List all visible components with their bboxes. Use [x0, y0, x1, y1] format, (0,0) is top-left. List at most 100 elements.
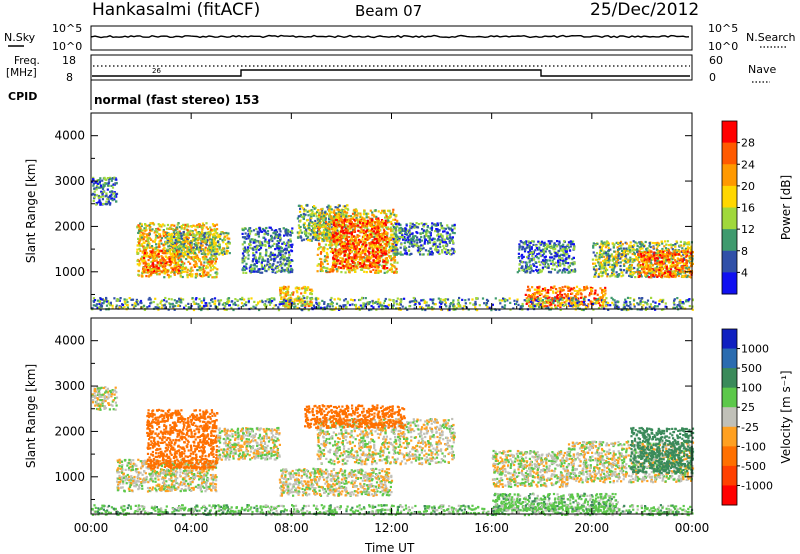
data-cell — [363, 218, 366, 221]
data-cell — [361, 266, 364, 269]
data-cell — [247, 254, 250, 257]
data-cell — [596, 293, 599, 296]
data-cell — [421, 231, 424, 235]
data-cell — [283, 258, 286, 261]
data-cell — [270, 235, 274, 238]
data-cell — [311, 221, 314, 224]
data-cell — [375, 261, 378, 264]
data-cell — [268, 266, 271, 269]
data-cell — [366, 225, 369, 228]
data-cell — [561, 269, 564, 272]
data-cell — [166, 249, 169, 252]
data-cell — [579, 292, 583, 295]
data-cell — [326, 222, 329, 225]
data-cell — [328, 212, 331, 216]
data-cell — [160, 270, 163, 273]
data-cell — [226, 250, 230, 253]
data-cell — [325, 229, 328, 232]
data-cell — [381, 254, 384, 257]
data-cell — [385, 216, 388, 219]
data-cell — [162, 267, 165, 270]
data-cell — [351, 216, 354, 219]
data-cell — [309, 233, 312, 236]
data-cell — [359, 214, 362, 217]
freq-trace — [92, 69, 690, 77]
data-cell — [279, 260, 282, 263]
data-cell — [338, 216, 342, 219]
data-cell — [544, 304, 547, 308]
data-cell — [365, 214, 368, 217]
data-cell — [399, 251, 402, 254]
cpid-label: CPID — [8, 90, 37, 103]
data-cell — [302, 212, 305, 216]
data-region-9 — [391, 222, 456, 256]
data-cell — [215, 275, 218, 279]
data-cell — [206, 262, 210, 265]
data-cell — [524, 293, 527, 296]
data-cell — [569, 262, 572, 265]
data-cell — [310, 229, 313, 232]
data-cell — [287, 241, 290, 244]
data-cell — [404, 252, 407, 255]
data-cell — [453, 250, 456, 253]
data-cell — [153, 231, 156, 234]
data-cell — [555, 265, 558, 268]
data-cell — [151, 246, 154, 249]
data-cell — [193, 265, 196, 268]
data-cell — [376, 262, 380, 265]
data-cell — [179, 274, 182, 277]
data-cell — [521, 257, 524, 260]
data-cell — [274, 248, 277, 251]
data-cell — [566, 243, 570, 246]
data-cell — [382, 237, 385, 240]
data-cell — [359, 241, 362, 244]
data-cell — [99, 184, 103, 187]
data-cell — [139, 222, 142, 225]
data-cell — [214, 255, 218, 259]
data-cell — [385, 242, 388, 245]
data-cell — [337, 210, 340, 213]
data-cell — [247, 257, 250, 260]
data-cell — [331, 217, 335, 220]
data-cell — [209, 226, 212, 229]
data-cell — [409, 222, 412, 225]
data-cell — [177, 269, 180, 272]
data-cell — [339, 262, 342, 265]
data-cell — [256, 245, 259, 248]
data-cell — [151, 248, 154, 251]
data-cell — [268, 226, 271, 229]
data-cell — [549, 246, 552, 250]
data-cell — [451, 247, 454, 250]
data-cell — [360, 219, 363, 223]
data-cell — [390, 246, 393, 249]
data-cell — [242, 254, 245, 257]
data-cell — [517, 256, 520, 259]
data-cell — [309, 288, 312, 291]
data-cell — [321, 217, 324, 220]
data-cell — [441, 234, 444, 238]
data-cell — [259, 242, 262, 245]
data-cell — [109, 190, 112, 193]
data-cell — [313, 207, 316, 210]
data-cell — [255, 247, 258, 250]
data-cell — [397, 229, 400, 232]
data-cell — [194, 256, 197, 259]
data-cell — [449, 237, 452, 240]
data-cell — [381, 264, 384, 267]
data-cell — [190, 266, 193, 269]
data-cell — [529, 264, 533, 268]
data-cell — [359, 215, 362, 218]
nave-tick-top: 60 — [709, 54, 723, 67]
data-cell — [139, 258, 143, 261]
data-cell — [153, 269, 156, 273]
data-cell — [374, 271, 377, 274]
data-cell — [208, 251, 212, 254]
data-cell — [322, 230, 325, 233]
data-cell — [561, 245, 564, 248]
data-cell — [186, 271, 189, 274]
data-cell — [448, 241, 451, 244]
data-cell — [353, 245, 356, 248]
data-cell — [139, 249, 142, 252]
data-cell — [281, 291, 284, 294]
data-cell — [198, 260, 201, 263]
